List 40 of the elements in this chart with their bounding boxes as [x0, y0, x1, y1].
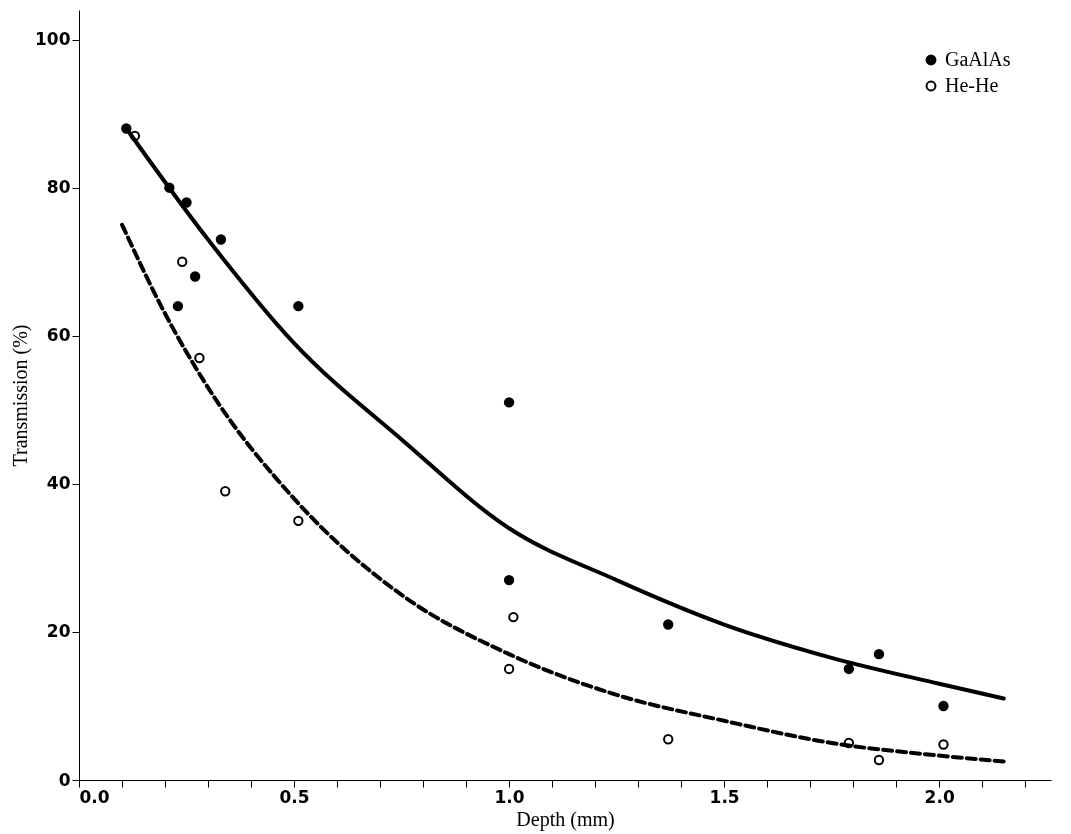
point — [293, 515, 304, 527]
x-tick-label: 0.0 — [79, 786, 110, 807]
y-tick-label: 20 — [46, 621, 71, 642]
point — [194, 352, 205, 364]
x-tick-label: 1.5 — [709, 786, 740, 807]
y-tick-label: 0 — [58, 769, 71, 790]
point — [129, 130, 141, 142]
point — [663, 619, 674, 630]
point — [873, 754, 885, 766]
point — [503, 663, 515, 675]
point — [172, 300, 184, 312]
point — [843, 663, 855, 675]
point — [508, 611, 519, 623]
point — [181, 197, 192, 208]
point — [938, 739, 949, 750]
point — [164, 182, 175, 193]
point — [503, 574, 515, 586]
point — [220, 486, 231, 497]
point — [873, 648, 885, 660]
line-series — [120, 222, 1006, 764]
y-tick-label: 60 — [46, 325, 71, 346]
point — [293, 300, 304, 312]
x-tick-label: 0.5 — [279, 786, 310, 807]
point — [215, 234, 227, 245]
y-tick-label: 100 — [35, 29, 71, 50]
x-axis-title: Depth (mm) — [516, 807, 615, 831]
point — [503, 397, 515, 408]
point — [663, 734, 674, 745]
point — [177, 256, 188, 267]
point — [189, 271, 201, 282]
legend-label: GaAlAs — [945, 48, 1011, 70]
x-tick-label: 1.0 — [494, 786, 525, 807]
point — [121, 123, 132, 134]
y-tick-label: 80 — [46, 177, 71, 198]
point — [843, 737, 855, 749]
y-tick-label: 40 — [46, 473, 71, 494]
point — [938, 700, 949, 712]
x-tick-label: 2.0 — [924, 786, 955, 807]
y-axis-title: Transmission (%) — [9, 324, 33, 467]
legend-label: He-He — [945, 74, 999, 96]
